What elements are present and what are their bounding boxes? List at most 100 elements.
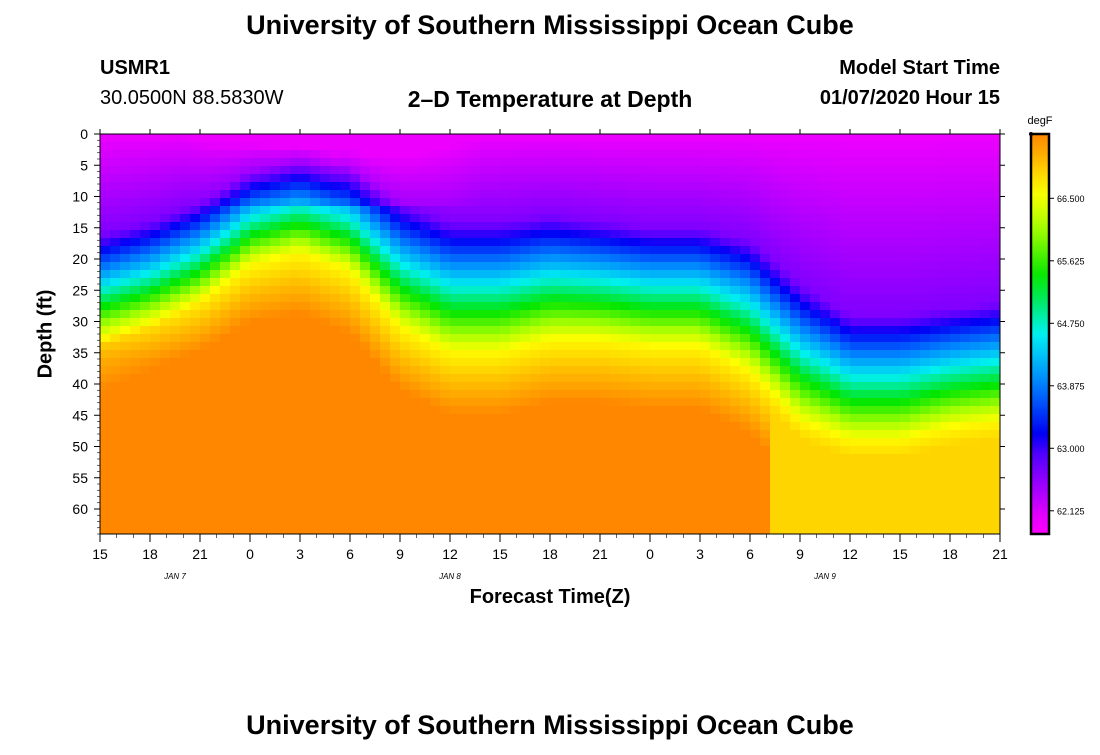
heatmap-cell <box>620 286 631 295</box>
heatmap-cell <box>610 374 621 383</box>
heatmap-cell <box>350 334 361 343</box>
heatmap-cell <box>410 254 421 263</box>
heatmap-cell <box>370 166 381 175</box>
heatmap-cell <box>340 326 351 335</box>
heatmap-cell <box>770 406 781 415</box>
heatmap-cell <box>520 222 531 231</box>
heatmap-cell <box>810 142 821 151</box>
heatmap-cell <box>100 286 111 295</box>
heatmap-cell <box>670 486 681 495</box>
heatmap-cell <box>510 398 521 407</box>
heatmap-cell <box>480 486 491 495</box>
heatmap-cell <box>620 446 631 455</box>
heatmap-cell <box>100 246 111 255</box>
heatmap-cell <box>220 454 231 463</box>
heatmap-cell <box>200 350 211 359</box>
heatmap-cell <box>170 254 181 263</box>
heatmap-cell <box>760 438 771 447</box>
heatmap-cell <box>980 326 991 335</box>
heatmap-cell <box>210 446 221 455</box>
heatmap-cell <box>260 294 271 303</box>
heatmap-cell <box>760 366 771 375</box>
heatmap-cell <box>970 414 981 423</box>
heatmap-cell <box>340 190 351 199</box>
heatmap-cell <box>550 310 561 319</box>
heatmap-cell <box>620 494 631 503</box>
heatmap-cell <box>610 302 621 311</box>
heatmap-cell <box>300 310 311 319</box>
heatmap-cell <box>690 310 701 319</box>
heatmap-cell <box>170 270 181 279</box>
heatmap-cell <box>250 478 261 487</box>
heatmap-cell <box>370 254 381 263</box>
heatmap-cell <box>540 326 551 335</box>
x-tick-label: 15 <box>92 546 108 562</box>
heatmap-cell <box>400 286 411 295</box>
heatmap-cell <box>620 214 631 223</box>
heatmap-cell <box>870 238 881 247</box>
heatmap-cell <box>560 430 571 439</box>
heatmap-cell <box>480 214 491 223</box>
heatmap-cell <box>750 182 761 191</box>
heatmap-cell <box>410 430 421 439</box>
heatmap-cell <box>140 150 151 159</box>
heatmap-cell <box>980 302 991 311</box>
heatmap-cell <box>330 270 341 279</box>
heatmap-cell <box>800 422 811 431</box>
heatmap-cell <box>140 454 151 463</box>
heatmap-cell <box>160 422 171 431</box>
heatmap-cell <box>750 478 761 487</box>
heatmap-cell <box>320 166 331 175</box>
heatmap-cell <box>650 326 661 335</box>
heatmap-cell <box>720 462 731 471</box>
heatmap-cell <box>590 198 601 207</box>
heatmap-cell <box>150 278 161 287</box>
heatmap-cell <box>180 398 191 407</box>
heatmap-cell <box>160 142 171 151</box>
heatmap-cell <box>870 334 881 343</box>
heatmap-cell <box>420 134 431 143</box>
heatmap-cell <box>630 446 641 455</box>
x-axis-label: Forecast Time(Z) <box>469 586 631 608</box>
heatmap-cell <box>540 430 551 439</box>
heatmap-cell <box>540 470 551 479</box>
heatmap-cell <box>600 350 611 359</box>
heatmap-cell <box>620 166 631 175</box>
heatmap-cell <box>420 390 431 399</box>
heatmap-cell <box>790 494 801 503</box>
heatmap-cell <box>740 198 751 207</box>
heatmap-cell <box>700 390 711 399</box>
heatmap-cell <box>870 478 881 487</box>
heatmap-cell <box>280 414 291 423</box>
heatmap-cell <box>810 366 821 375</box>
heatmap-cell <box>810 134 821 143</box>
heatmap-cell <box>420 358 431 367</box>
heatmap-cell <box>270 318 281 327</box>
heatmap-cell <box>860 398 871 407</box>
heatmap-cell <box>900 430 911 439</box>
heatmap-cell <box>510 382 521 391</box>
heatmap-cell <box>730 366 741 375</box>
heatmap-cell <box>130 262 141 271</box>
heatmap-cell <box>140 326 151 335</box>
heatmap-cell <box>610 334 621 343</box>
heatmap-cell <box>460 406 471 415</box>
heatmap-cell <box>600 182 611 191</box>
heatmap-cell <box>110 518 121 527</box>
heatmap-cell <box>660 494 671 503</box>
heatmap-cell <box>400 510 411 519</box>
heatmap-cell <box>660 486 671 495</box>
heatmap-cell <box>980 398 991 407</box>
heatmap-cell <box>850 478 861 487</box>
heatmap-cell <box>290 374 301 383</box>
heatmap-cell <box>250 246 261 255</box>
heatmap-cell <box>710 230 721 239</box>
heatmap-cell <box>130 382 141 391</box>
heatmap-cell <box>420 382 431 391</box>
heatmap-cell <box>560 446 571 455</box>
heatmap-cell <box>230 262 241 271</box>
heatmap-cell <box>840 270 851 279</box>
heatmap-cell <box>620 430 631 439</box>
heatmap-cell <box>600 206 611 215</box>
